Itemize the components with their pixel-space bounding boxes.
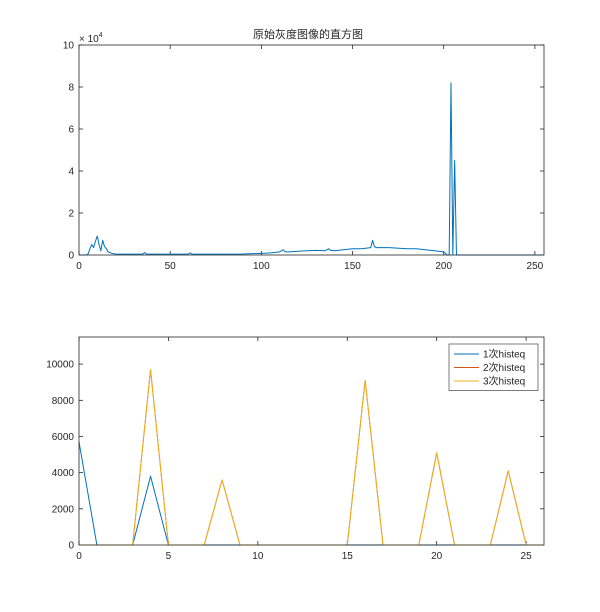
- plot-frame: [78, 336, 545, 546]
- y-tick-label: 10000: [46, 360, 74, 371]
- y-tick-label: 10: [63, 41, 75, 52]
- y-tick-label: 8000: [52, 396, 75, 407]
- y-tick-label: 4000: [52, 468, 75, 479]
- series-line-3: [79, 369, 544, 546]
- chart-title: 原始灰度图像的直方图: [253, 27, 363, 41]
- histogram-axes: 原始灰度图像的直方图 × 104 0 50 100 150 200 250 0 2 4 6 8 10: [63, 27, 545, 272]
- series-line-2: [79, 369, 544, 546]
- plot-frame: [78, 44, 545, 256]
- y-tick-label: 2: [68, 209, 74, 220]
- x-tick-label: 50: [165, 261, 177, 272]
- y-tick-label: 0: [68, 251, 74, 262]
- x-tick-label: 0: [76, 551, 82, 562]
- x-tick-label: 5: [166, 551, 172, 562]
- y-tick-label: 6: [68, 125, 74, 136]
- x-tick-label: 100: [253, 261, 270, 272]
- y-tick-label: 0: [68, 541, 74, 552]
- x-tick-label: 250: [527, 261, 544, 272]
- series-group: [78, 369, 544, 546]
- y-tick-label: 8: [68, 83, 74, 94]
- legend-entry: 3次histeq: [483, 375, 525, 388]
- x-tick-label: 25: [521, 551, 533, 562]
- y-tick-label: 6000: [52, 432, 75, 443]
- x-tick-label: 10: [252, 551, 264, 562]
- histeq-axes: 0 5 10 15 20 25 0 2000 4000 6000 8000 10000 1次histe…: [46, 336, 545, 562]
- y-tick-label: 4: [68, 167, 74, 178]
- x-tick-label: 150: [344, 261, 361, 272]
- x-tick-label: 15: [342, 551, 354, 562]
- series-line-1: [78, 441, 544, 546]
- y-tick-label: 2000: [52, 504, 75, 515]
- legend-entry: 1次histeq: [483, 348, 525, 361]
- x-tick-label: 0: [76, 261, 82, 272]
- legend-entry: 2次histeq: [483, 361, 525, 374]
- series-line-1: [79, 82, 544, 256]
- x-tick-label: 200: [435, 261, 452, 272]
- x-tick-label: 20: [431, 551, 443, 562]
- tick-group: 0 5 10 15 20 25 0 2000 4000 6000 8000 10000: [46, 337, 544, 562]
- tick-group: 0 50 100 150 200 250 0 2 4 6 8 10: [63, 41, 544, 272]
- series-group: [79, 82, 544, 256]
- y-exponent-label: × 104: [79, 32, 103, 45]
